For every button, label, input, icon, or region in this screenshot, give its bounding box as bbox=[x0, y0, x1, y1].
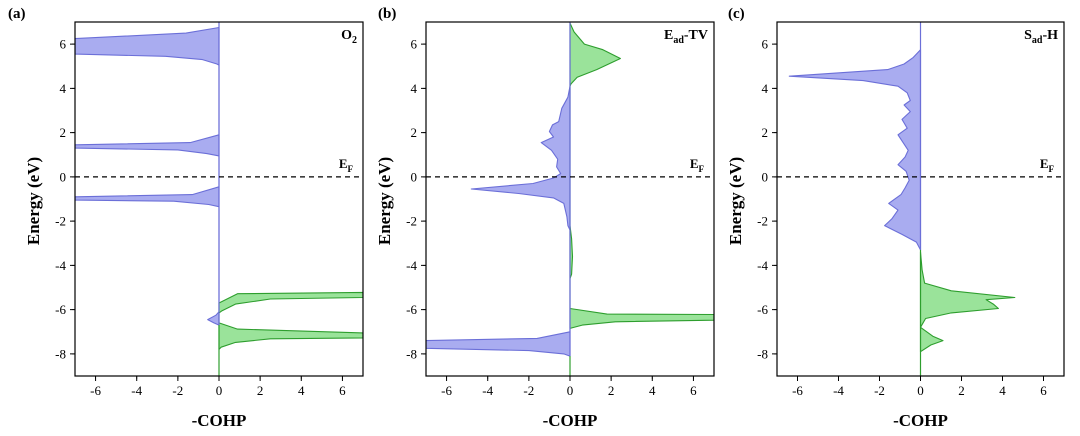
y-tick-label: 6 bbox=[60, 37, 67, 52]
x-tick-label: -6 bbox=[792, 383, 803, 398]
fermi-label: EF bbox=[690, 156, 705, 174]
panel-title: Ead-TV bbox=[664, 28, 708, 46]
y-tick-label: -8 bbox=[55, 346, 66, 361]
x-axis-title: -COHP bbox=[893, 411, 948, 430]
y-tick-label: -2 bbox=[55, 214, 66, 229]
y-tick-label: 2 bbox=[60, 125, 67, 140]
y-axis-title: Energy (eV) bbox=[24, 157, 43, 245]
y-tick-label: 6 bbox=[411, 37, 418, 52]
x-tick-label: -2 bbox=[523, 383, 534, 398]
panel-a: -6 -4 -2 0 2 4 6 -8 -6 -4 -2 0 2 4 6 -COHP Energy (eV) (a… bbox=[8, 6, 364, 430]
x-tick-label: 4 bbox=[649, 383, 656, 398]
x-tick-label: 4 bbox=[999, 383, 1006, 398]
fermi-label: EF bbox=[1040, 156, 1055, 174]
x-axis-title: -COHP bbox=[192, 411, 247, 430]
x-tick-label: -6 bbox=[441, 383, 452, 398]
x-axis-title: -COHP bbox=[543, 411, 598, 430]
x-tick-label: 6 bbox=[690, 383, 697, 398]
y-tick-label: 0 bbox=[762, 169, 769, 184]
y-tick-label: 0 bbox=[60, 169, 67, 184]
x-tick-label: -4 bbox=[482, 383, 493, 398]
y-tick-label: -2 bbox=[406, 214, 417, 229]
x-tick-label: -4 bbox=[131, 383, 142, 398]
y-tick-label: 2 bbox=[411, 125, 418, 140]
x-tick-label: -6 bbox=[90, 383, 101, 398]
y-tick-label: -6 bbox=[757, 302, 768, 317]
x-tick-label: 0 bbox=[216, 383, 223, 398]
x-tick-label: 2 bbox=[608, 383, 615, 398]
panel-title: Sad-H bbox=[1024, 28, 1058, 46]
y-tick-label: 4 bbox=[411, 81, 418, 96]
y-tick-label: 4 bbox=[762, 81, 769, 96]
y-tick-label: 2 bbox=[762, 125, 769, 140]
series-group bbox=[788, 49, 1016, 353]
series-antibonding bbox=[788, 49, 922, 251]
panel-letter: (a) bbox=[8, 6, 26, 22]
y-tick-label: -4 bbox=[55, 258, 66, 273]
panel-c: -6 -4 -2 0 2 4 6 -8 -6 -4 -2 0 2 4 6 -COHP Energy (eV) (c… bbox=[726, 6, 1065, 430]
y-tick-label: -4 bbox=[406, 258, 417, 273]
y-tick-label: -2 bbox=[757, 214, 768, 229]
y-axis-title: Energy (eV) bbox=[375, 157, 394, 245]
series-antibonding bbox=[426, 85, 571, 357]
series-group bbox=[426, 22, 714, 357]
panel-b: -6 -4 -2 0 2 4 6 -8 -6 -4 -2 0 2 4 6 -COHP Energy (eV) (b… bbox=[375, 6, 715, 430]
panel-title: O2 bbox=[341, 28, 357, 46]
x-tick-label: 0 bbox=[567, 383, 574, 398]
x-tick-label: 6 bbox=[339, 383, 346, 398]
y-tick-label: -4 bbox=[757, 258, 768, 273]
series-bonding bbox=[919, 251, 1016, 353]
series-bonding bbox=[569, 22, 714, 329]
series-bonding bbox=[218, 291, 363, 350]
y-tick-label: 0 bbox=[411, 169, 418, 184]
y-tick-label: -8 bbox=[406, 346, 417, 361]
x-tick-label: 2 bbox=[958, 383, 965, 398]
y-tick-label: -6 bbox=[55, 302, 66, 317]
x-tick-label: 2 bbox=[257, 383, 264, 398]
panel-letter: (c) bbox=[728, 6, 745, 22]
series-antibonding bbox=[75, 26, 220, 326]
y-tick-label: 6 bbox=[762, 37, 769, 52]
x-tick-label: -2 bbox=[172, 383, 183, 398]
y-axis-title: Energy (eV) bbox=[726, 157, 745, 245]
panel-letter: (b) bbox=[378, 6, 396, 22]
x-tick-label: -4 bbox=[833, 383, 844, 398]
x-tick-label: 4 bbox=[298, 383, 305, 398]
y-tick-label: -8 bbox=[757, 346, 768, 361]
x-tick-label: 0 bbox=[917, 383, 924, 398]
y-tick-label: 4 bbox=[60, 81, 67, 96]
x-tick-label: 6 bbox=[1040, 383, 1047, 398]
x-tick-label: -2 bbox=[874, 383, 885, 398]
fermi-label: EF bbox=[339, 156, 354, 174]
y-tick-label: -6 bbox=[406, 302, 417, 317]
